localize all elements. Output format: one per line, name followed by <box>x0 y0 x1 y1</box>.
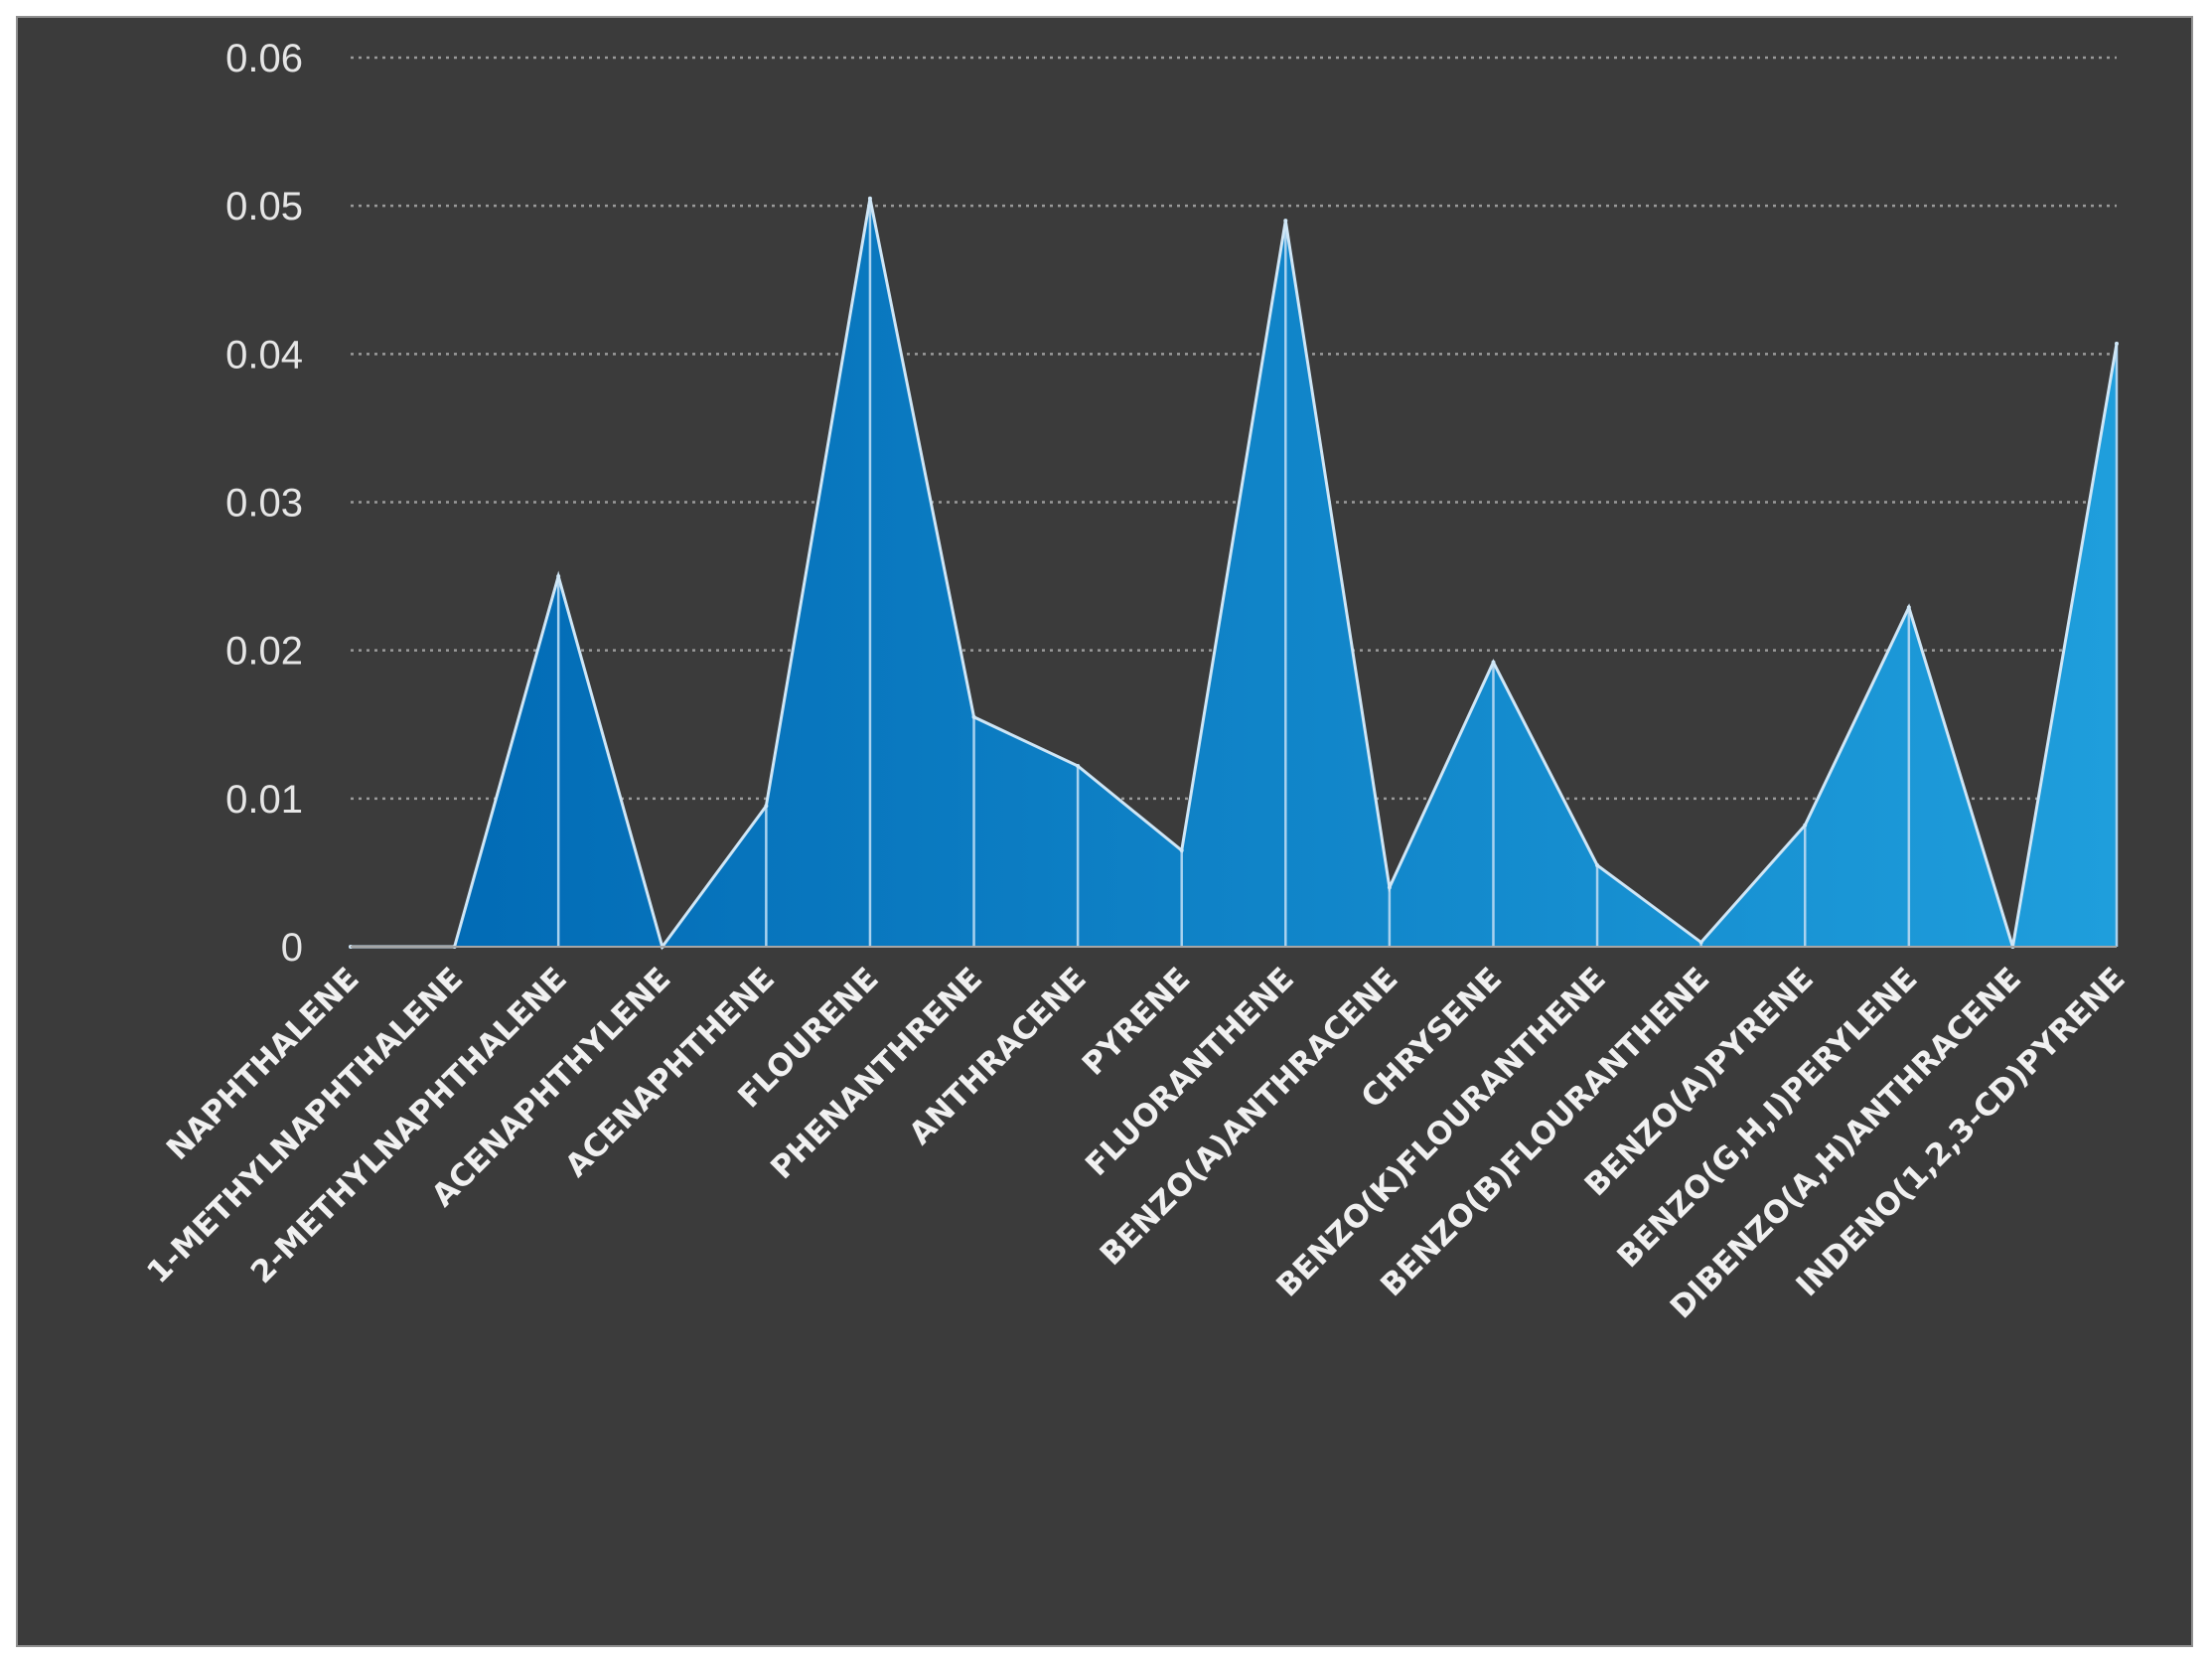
data-point <box>1387 885 1392 890</box>
series-line <box>351 198 2119 951</box>
x-tick-label: ANTHRACENE <box>902 961 1093 1151</box>
chart-frame: 0 0.01 0.02 0.03 0.04 0.05 0.06 NAPHTHALENE 1-M… <box>16 16 2193 1647</box>
data-point <box>556 574 561 579</box>
y-tick-label: 0.05 <box>225 185 303 228</box>
y-tick-label: 0.03 <box>225 482 303 526</box>
y-tick-label: 0.04 <box>225 333 303 377</box>
data-point <box>1283 219 1288 224</box>
x-tick-label: NAPHTHALENE <box>160 961 367 1167</box>
y-axis-tick-labels: 0 0.01 0.02 0.03 0.04 0.05 0.06 <box>225 37 303 970</box>
data-point <box>971 714 976 719</box>
y-tick-label: 0.01 <box>225 778 303 822</box>
data-point <box>1698 940 1703 945</box>
data-point <box>764 804 769 809</box>
data-point <box>867 196 872 201</box>
data-point <box>1803 823 1808 828</box>
data-point <box>1179 848 1184 853</box>
data-point <box>1076 764 1081 769</box>
data-point <box>1906 605 1911 610</box>
y-tick-label: 0.02 <box>225 630 303 674</box>
data-point <box>2115 341 2119 346</box>
data-point <box>1595 862 1600 867</box>
y-tick-label: 0.06 <box>225 37 303 80</box>
x-axis-tick-labels: NAPHTHALENE1-METHYLNAPHTHALENE2-METHYLNA… <box>140 961 2132 1325</box>
series-area <box>351 198 2117 948</box>
data-point <box>1491 660 1496 665</box>
area-chart: 0 0.01 0.02 0.03 0.04 0.05 0.06 NAPHTHALENE1-M… <box>140 37 2132 1325</box>
data-area <box>349 196 2119 951</box>
y-tick-label: 0 <box>281 926 303 970</box>
